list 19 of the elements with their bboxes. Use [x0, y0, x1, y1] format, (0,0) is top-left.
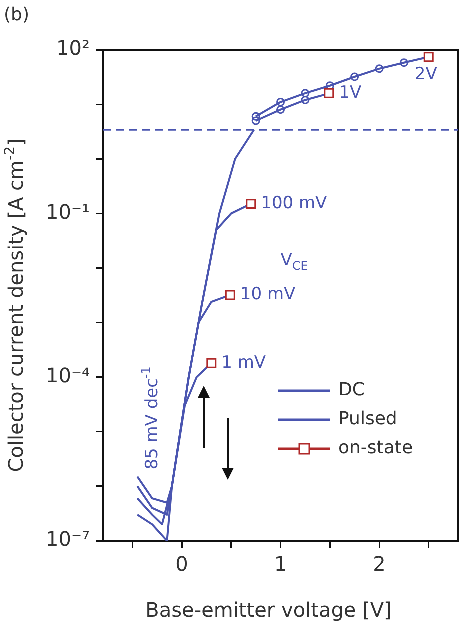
annotation: 1V: [339, 82, 362, 103]
legend-label: Pulsed: [338, 408, 398, 430]
y-tick-label: 10⁻⁴: [46, 364, 90, 388]
x-tick-label: 0: [176, 552, 188, 576]
annotation: 100 mV: [261, 193, 328, 214]
annotation: 85 mV dec-1: [139, 366, 162, 470]
y-tick-label: 10²: [56, 36, 90, 60]
x-axis-title: Base-emitter voltage [V]: [146, 598, 392, 622]
x-tick-label: 1: [274, 552, 288, 576]
x-tick-label: 2: [373, 552, 386, 576]
y-tick-label: 10⁻⁷: [46, 527, 90, 552]
annotation: 1 mV: [222, 352, 266, 373]
annotation: 10 mV: [240, 284, 296, 305]
annotation: 2V: [414, 64, 438, 85]
legend-label: on-state: [338, 438, 414, 459]
y-tick-label: 10⁻¹: [46, 200, 90, 224]
legend-label: DC: [338, 380, 365, 401]
text: (b): [4, 4, 30, 26]
y-axis-title: Collector current density [A cm-2]: [2, 138, 28, 472]
